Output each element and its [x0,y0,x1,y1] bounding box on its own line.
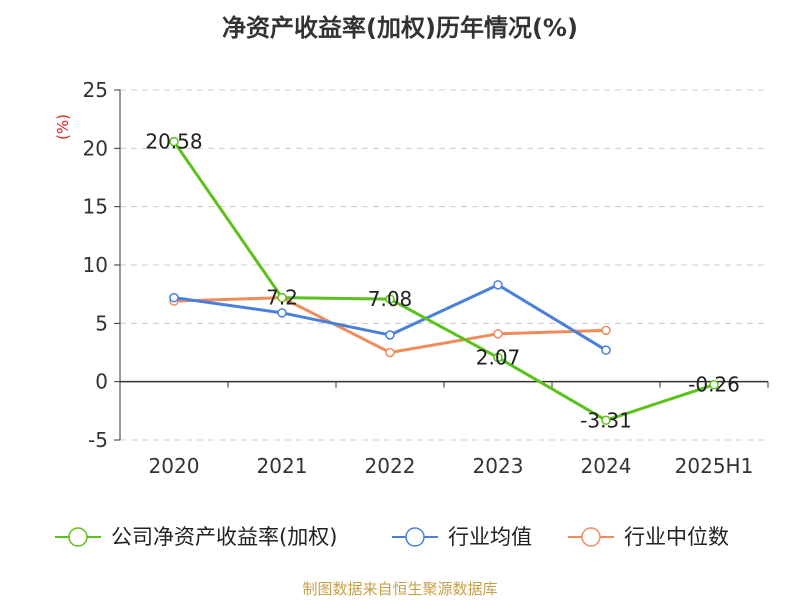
data-label: -0.26 [688,373,740,397]
legend-label: 行业中位数 [624,525,729,549]
legend-item: 行业均值 [392,525,532,549]
data-point [601,345,611,355]
legend: 公司净资产收益率(加权) 行业均值 行业中位数 [55,525,729,549]
legend-marker [581,527,601,547]
x-tick-label: 2024 [581,454,632,478]
data-point [493,352,503,363]
data-label: 7.2 [266,286,298,310]
y-tick-label: 20 [83,136,108,160]
y-tick-label: 25 [83,78,108,102]
data-point [385,294,395,304]
y-tick-label: 15 [83,195,108,219]
data-label-layer: 20.58 7.2 7.08 2.07 -3.31 -0.26 [145,130,740,433]
x-tick-label: 2025H1 [675,454,754,478]
y-tick-label: 10 [83,253,108,277]
y-tick-label: -5 [88,428,108,452]
y-axis-label: (%) [54,114,72,140]
axis-layer: -5 0 5 10 15 20 25 2020 2021 2022 2023 2024 2025H1 (%… [54,78,769,478]
series-line [172,140,715,422]
source-footer: 制图数据来自恒生聚源数据库 [302,580,498,598]
data-label: -3.31 [580,408,632,432]
legend-item: 公司净资产收益率(加权) [55,525,337,549]
chart-title: 净资产收益率(加权)历年情况(%) [222,14,578,42]
legend-label: 公司净资产收益率(加权) [111,525,337,549]
x-tick-label: 2023 [473,454,524,478]
legend-marker [68,527,88,547]
legend-label: 行业均值 [448,525,532,549]
grid-layer [120,89,768,441]
y-tick-label: 0 [95,370,108,394]
data-point [493,280,503,290]
data-point [601,325,611,336]
data-label: 2.07 [476,346,521,370]
data-point [385,347,395,358]
data-point [601,415,611,426]
series-layer [169,136,719,426]
data-point [277,292,287,303]
legend-item: 行业中位数 [568,525,729,549]
legend-marker [405,527,425,547]
data-label: 7.08 [368,287,413,311]
data-point [277,308,287,318]
data-point [493,329,503,339]
data-label: 20.58 [145,130,202,154]
x-tick-label: 2020 [149,454,200,478]
data-point [169,136,179,147]
data-point [385,330,395,340]
x-tick-label: 2021 [257,454,308,478]
data-point [169,292,179,303]
y-tick-label: 5 [95,311,108,335]
data-point [709,379,719,390]
x-tick-label: 2022 [365,454,416,478]
